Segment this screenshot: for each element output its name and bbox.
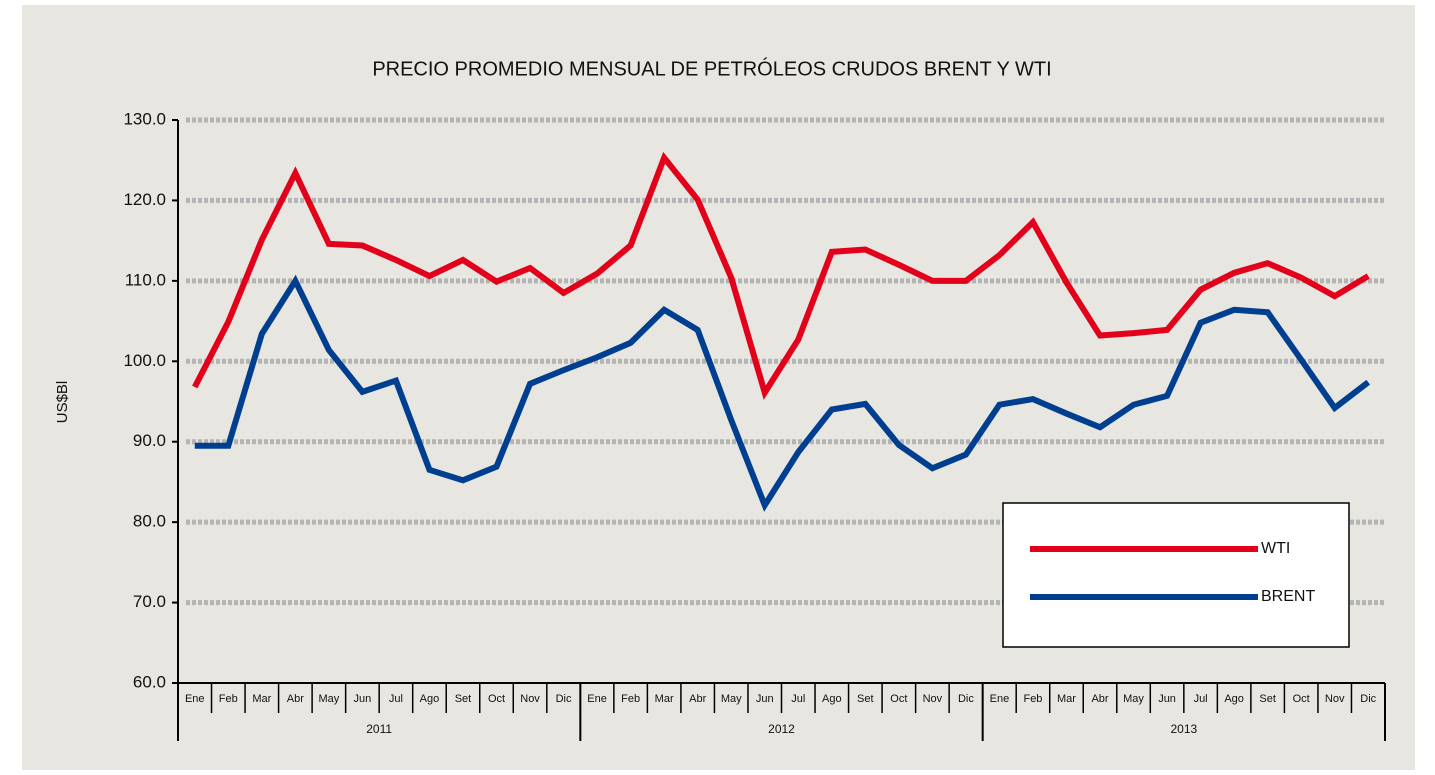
y-tick-label: 110.0 <box>125 270 166 289</box>
x-tick-label: Ago <box>822 693 842 705</box>
x-tick-label: Dic <box>1360 693 1376 705</box>
x-tick-label: Ene <box>587 693 607 705</box>
y-tick-label: 90.0 <box>133 431 166 450</box>
group-label: 2011 <box>366 722 392 736</box>
x-tick-label: Set <box>455 693 472 705</box>
y-tick-label: 130.0 <box>123 109 166 128</box>
line-series <box>194 274 1371 512</box>
x-tick-label: Jun <box>354 693 372 705</box>
x-tick-label: Mar <box>655 693 674 705</box>
legend-label: WTI <box>1261 540 1290 557</box>
x-tick-label: Ago <box>1224 693 1244 705</box>
y-tick-label: 100.0 <box>123 351 166 370</box>
x-tick-label: May <box>721 693 742 705</box>
legend-box <box>1002 502 1350 648</box>
group-label: 2013 <box>1170 722 1197 736</box>
y-tick-label: 80.0 <box>133 512 166 531</box>
x-tick-label: Mar <box>252 693 271 705</box>
x-tick-label: Nov <box>1325 693 1345 705</box>
x-tick-label: Oct <box>1293 693 1310 705</box>
y-tick-label: 120.0 <box>123 190 166 209</box>
x-tick-label: Abr <box>1091 693 1108 705</box>
x-tick-label: Mar <box>1057 693 1076 705</box>
group-label: 2012 <box>768 722 795 736</box>
x-tick-label: Set <box>1259 693 1276 705</box>
y-tick-label: 70.0 <box>133 592 166 611</box>
x-tick-label: Feb <box>1023 693 1042 705</box>
x-tick-label: May <box>318 693 339 705</box>
x-tick-label: Feb <box>219 693 238 705</box>
x-tick-label: Ene <box>185 693 205 705</box>
x-tick-label: Jul <box>389 693 403 705</box>
y-tick-label: 60.0 <box>133 672 166 691</box>
x-tick-label: Nov <box>923 693 943 705</box>
x-tick-label: Nov <box>520 693 540 705</box>
chart-title: PRECIO PROMEDIO MENSUAL DE PETRÓLEOS CRU… <box>372 57 1051 80</box>
legend-label: BRENT <box>1261 588 1315 605</box>
x-tick-label: Jul <box>1194 693 1208 705</box>
x-tick-label: Set <box>857 693 874 705</box>
x-tick-label: Ene <box>990 693 1010 705</box>
x-tick-label: Ago <box>420 693 440 705</box>
x-tick-label: Oct <box>890 693 907 705</box>
x-tick-label: Jul <box>791 693 805 705</box>
x-tick-label: Jun <box>756 693 774 705</box>
x-tick-label: Feb <box>621 693 640 705</box>
x-tick-label: Dic <box>556 693 572 705</box>
x-tick-label: Jun <box>1158 693 1176 705</box>
x-tick-label: Dic <box>958 693 974 705</box>
x-tick-label: Abr <box>287 693 304 705</box>
x-tick-label: Oct <box>488 693 505 705</box>
x-tick-label: May <box>1123 693 1144 705</box>
x-tick-label: Abr <box>689 693 706 705</box>
line-series <box>192 151 1370 400</box>
y-axis-label: US$Bl <box>54 381 71 424</box>
